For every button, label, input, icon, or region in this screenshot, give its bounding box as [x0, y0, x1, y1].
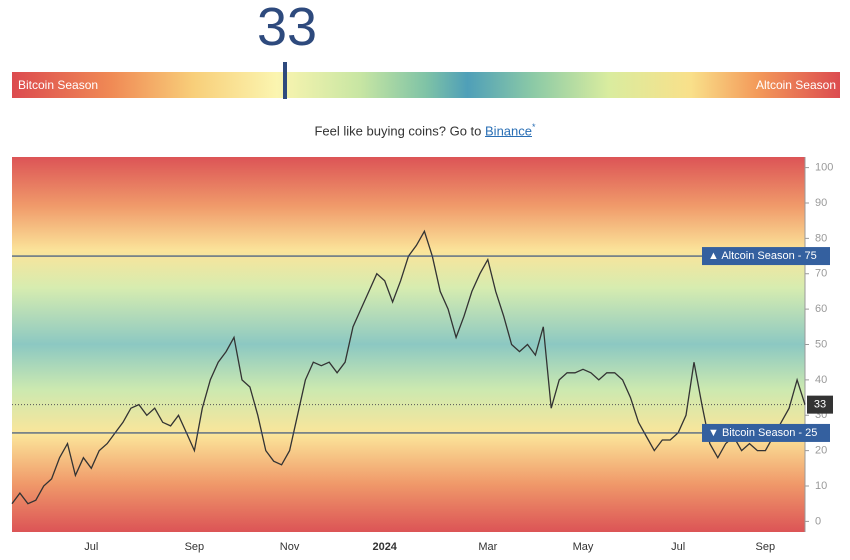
y-tick-label: 90	[815, 197, 827, 209]
gauge-bar: Bitcoin Season Altcoin Season	[12, 72, 840, 98]
current-label-box	[807, 395, 833, 414]
y-tick-label: 100	[815, 162, 833, 174]
gauge-marker	[283, 62, 288, 99]
x-tick-label: Sep	[756, 541, 776, 553]
reference-label-box	[702, 247, 830, 266]
y-tick-label: 40	[815, 374, 827, 386]
x-tick-label: 2024	[372, 541, 397, 553]
promo-mark: *	[532, 122, 536, 132]
promo: Feel like buying coins? Go to Binance*	[0, 122, 850, 138]
promo-text: Feel like buying coins? Go to	[314, 123, 486, 139]
x-tick-label: Sep	[185, 541, 205, 553]
current-label: 33	[814, 399, 826, 411]
x-tick-label: Jul	[671, 541, 685, 553]
x-tick-label: Jul	[84, 541, 98, 553]
x-tick-label: Mar	[478, 541, 497, 553]
gauge-value: 33	[256, 0, 318, 57]
reference-label-box	[702, 423, 830, 442]
y-tick-label: 80	[815, 232, 827, 244]
x-tick-label: Nov	[280, 541, 300, 553]
y-tick-label: 60	[815, 303, 827, 315]
gauge-max-label: Altcoin Season	[755, 78, 836, 92]
plot-background	[12, 157, 805, 532]
reference-label: ▲ Altcoin Season - 75	[708, 250, 817, 262]
x-tick-label: May	[573, 541, 594, 553]
y-tick-label: 70	[815, 268, 827, 280]
y-tick-label: 0	[815, 515, 821, 527]
y-tick-label: 20	[815, 445, 827, 457]
gauge-min-label: Bitcoin Season	[18, 78, 99, 92]
promo-link[interactable]: Binance	[485, 123, 532, 139]
y-tick-label: 50	[815, 338, 827, 350]
reference-label: ▼ Bitcoin Season - 25	[708, 427, 817, 439]
y-tick-label: 10	[815, 480, 827, 492]
